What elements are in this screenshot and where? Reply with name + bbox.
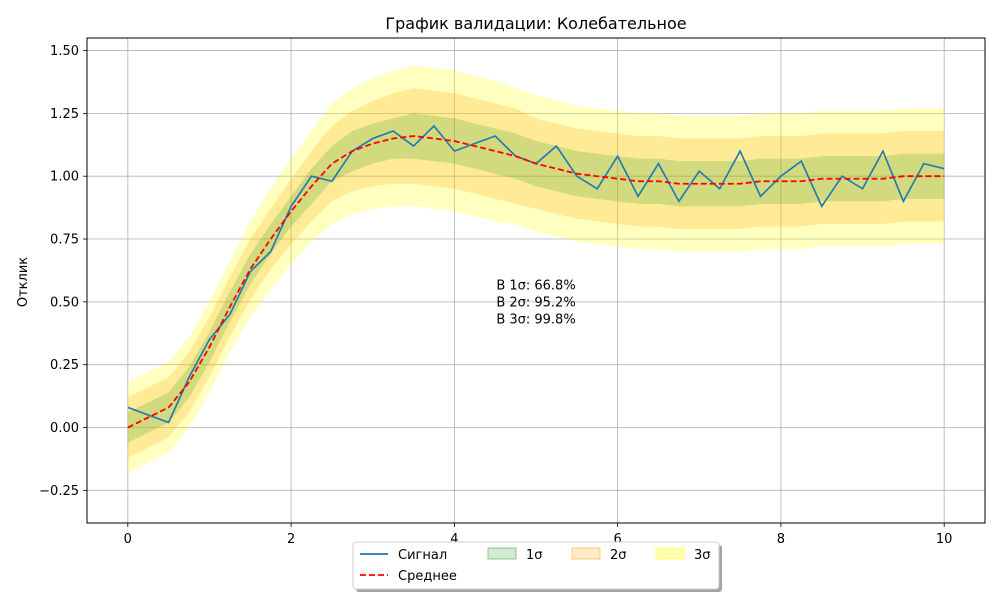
legend-1sigma-swatch	[487, 547, 517, 560]
band-1sigma	[127, 113, 945, 443]
legend-1sigma-label: 1σ	[526, 548, 543, 563]
y-tick-label: 1.00	[50, 170, 79, 185]
mean-line	[127, 135, 945, 429]
stats-annotation: В 1σ: 66.8%	[496, 278, 575, 293]
y-tick-label: 0.25	[50, 358, 79, 373]
stats-annotation: В 3σ: 99.8%	[496, 312, 575, 327]
x-tick-label: 0	[124, 532, 132, 547]
legend-box	[352, 541, 720, 590]
band-3sigma	[127, 65, 945, 473]
y-tick-label: 0.75	[50, 233, 79, 248]
chart-title: График валидации: Колебательное	[385, 14, 686, 33]
x-tick-label: 10	[936, 532, 953, 547]
y-tick-label: −0.25	[39, 484, 79, 499]
legend-2sigma-swatch	[571, 547, 601, 560]
y-tick-label: 0.00	[50, 421, 79, 436]
x-tick-label: 6	[613, 532, 621, 547]
legend-2sigma-label: 2σ	[610, 548, 627, 563]
legend-3sigma-label: 3σ	[694, 548, 711, 563]
stats-annotation: В 2σ: 95.2%	[496, 295, 575, 310]
y-tick-label: 1.25	[50, 107, 79, 122]
x-tick-label: 8	[777, 532, 785, 547]
axes-frame	[86, 37, 986, 524]
y-tick-label: 1.50	[50, 44, 79, 59]
legend-3sigma-swatch	[655, 547, 685, 560]
x-tick-label: 2	[287, 532, 295, 547]
plot-area	[127, 65, 945, 473]
y-axis-label: Отклик	[16, 257, 31, 307]
legend-mean-label: Среднее	[398, 569, 457, 584]
legend-signal-label: Сигнал	[398, 548, 447, 563]
y-tick-label: 0.50	[50, 295, 79, 310]
x-tick-label: 4	[450, 532, 458, 547]
